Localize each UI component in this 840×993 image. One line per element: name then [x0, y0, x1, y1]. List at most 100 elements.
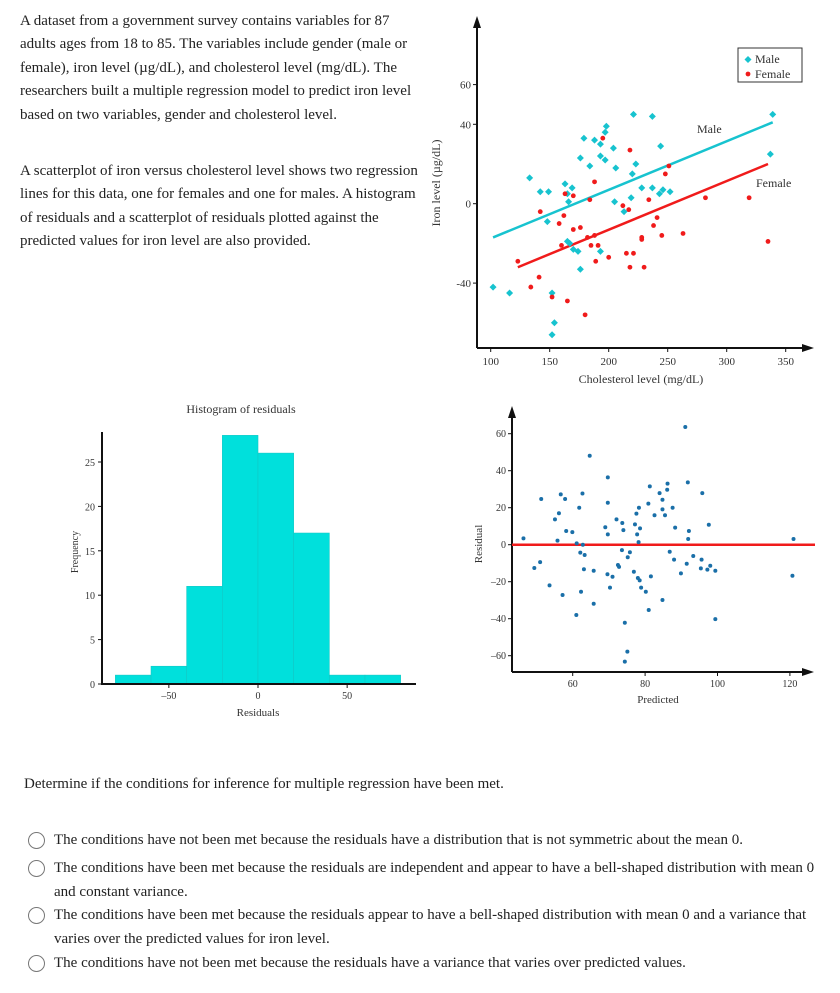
male-point [632, 160, 640, 168]
female-point [593, 258, 599, 264]
residual-point [663, 513, 668, 518]
residual-point [564, 529, 569, 534]
residual-point [699, 557, 704, 562]
female-point [654, 215, 660, 220]
x-axis-label: Cholesterol level (mg/dL) [579, 372, 704, 386]
residual-point [790, 573, 795, 578]
male-point [574, 247, 582, 255]
male-point [548, 289, 556, 297]
option-label: The conditions have been met because the… [54, 860, 815, 900]
y-axis-label: Frequency [70, 531, 81, 573]
residual-point [646, 501, 651, 506]
residual-point [637, 578, 642, 583]
residual-point [621, 528, 626, 533]
female-point [570, 227, 576, 232]
x-tick-label: 250 [659, 356, 676, 368]
y-axis-label: Iron level (µg/dL) [429, 140, 443, 227]
male-point [657, 142, 665, 150]
female-point [536, 274, 542, 280]
residual-point [636, 540, 641, 545]
residual-point [791, 536, 796, 541]
residual-point [685, 480, 690, 485]
residuals-histogram: 0 5 10 15 20 25 –50 0 50 Histogram of residuals Re… [70, 402, 416, 719]
radio-button[interactable] [28, 955, 45, 972]
residual-point [639, 585, 644, 590]
residual-point [665, 487, 670, 492]
residual-point [591, 601, 596, 606]
male-point [648, 184, 656, 192]
male-point [628, 170, 636, 178]
option-label: The conditions have not been met because… [54, 955, 686, 971]
female-point [606, 254, 612, 260]
y-tick-label: 20 [85, 502, 95, 513]
x-axis-arrow-icon [802, 344, 814, 352]
x-tick-label: 300 [718, 356, 735, 368]
residual-point [605, 475, 610, 480]
answer-option-2[interactable]: The conditions have been met because the… [28, 856, 818, 904]
female-point [537, 209, 543, 215]
y-tick-label: 20 [496, 503, 506, 514]
male-point [659, 186, 667, 194]
female-point [515, 258, 521, 264]
residual-point [538, 560, 543, 565]
x-axis-label: Residuals [237, 707, 280, 719]
residual-point [636, 505, 641, 510]
residual-point [660, 598, 665, 603]
residual-point [686, 536, 691, 541]
residual-point [691, 553, 696, 558]
male-point [627, 194, 635, 202]
female-point [585, 235, 590, 240]
female-point [556, 221, 562, 226]
female-point [549, 294, 555, 300]
residual-point [603, 525, 608, 530]
x-tick-label: 350 [777, 356, 794, 368]
residual-point [646, 608, 651, 613]
female-point [624, 250, 629, 256]
residual-point [563, 497, 568, 502]
regression-line-female [517, 162, 769, 269]
answer-option-1[interactable]: The conditions have not been met because… [28, 828, 818, 852]
male-point [638, 184, 646, 192]
male-point [550, 319, 558, 327]
answer-option-4[interactable]: The conditions have not been met because… [28, 951, 818, 975]
female-point [626, 207, 632, 213]
male-point [609, 144, 617, 152]
answer-option-3[interactable]: The conditions have been met because the… [28, 903, 818, 951]
regression-line-male [492, 121, 774, 239]
residual-point [605, 572, 610, 577]
female-point [565, 298, 570, 304]
residual-point [672, 557, 677, 562]
female-point [746, 195, 752, 201]
residual-point [634, 511, 639, 516]
residual-point [607, 585, 612, 590]
female-point [662, 171, 668, 177]
male-point [620, 208, 628, 216]
residual-point [648, 574, 653, 579]
radio-button[interactable] [28, 907, 45, 924]
residual-point [657, 491, 662, 496]
residual-point [705, 567, 710, 572]
female-point [620, 203, 626, 209]
y-axis-arrow-icon [508, 406, 516, 418]
radio-button[interactable] [28, 860, 45, 877]
residual-point [560, 593, 565, 598]
y-tick-label: 5 [90, 636, 95, 647]
x-tick-label: 60 [568, 679, 578, 690]
male-point [576, 154, 584, 162]
male-point [548, 331, 556, 339]
residual-point [532, 566, 537, 571]
residual-point [622, 659, 627, 664]
male-point [543, 218, 551, 226]
intro-paragraph-2: A scatterplot of iron versus cholesterol… [20, 163, 418, 250]
residual-point [686, 529, 691, 534]
female-point [587, 197, 593, 203]
female-point [582, 312, 588, 318]
histogram-bar [186, 586, 223, 685]
y-tick-label: 0 [466, 199, 472, 211]
residual-point [665, 481, 670, 486]
radio-button[interactable] [28, 832, 45, 849]
residual-point [579, 589, 584, 594]
legend-female-dot-icon [745, 71, 751, 77]
female-point [595, 242, 601, 248]
y-tick-label: –20 [490, 577, 506, 588]
